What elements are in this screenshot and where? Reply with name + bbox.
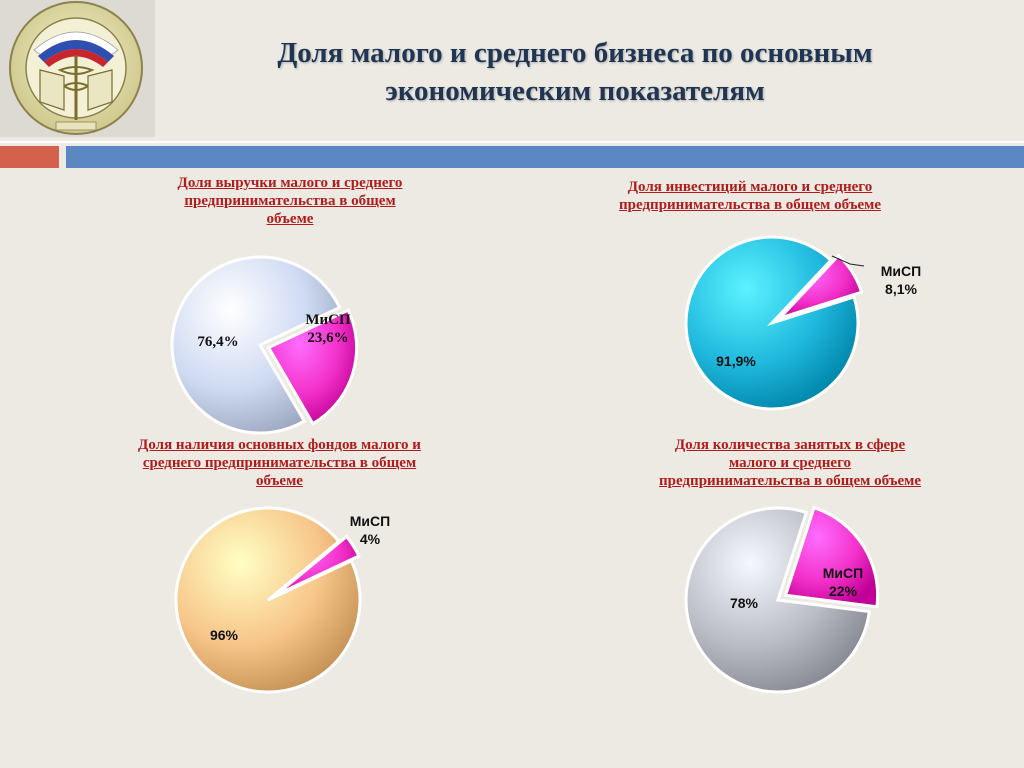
pie-chart-investment xyxy=(684,235,865,411)
pie-label-investment-rest: 91,9% xyxy=(716,353,756,369)
chart-title-employment-line3: предпринимательства в общем объеме xyxy=(659,473,921,489)
pie-label-investment-misp-name: МиСП xyxy=(880,263,922,279)
chart-title-assets-line2: среднего предпринимательства в общем xyxy=(142,455,417,471)
chart-title-investment-line1: Доля инвестиций малого и среднего xyxy=(627,179,873,195)
chart-title-employment: Доля количества занятых в сфере малого и… xyxy=(600,436,980,490)
chart-title-revenue-line1: Доля выручки малого и среднего xyxy=(177,175,403,191)
pie-label-revenue-misp: МиСП 23,6% xyxy=(268,311,388,347)
pie-slice-employment-misp xyxy=(783,505,880,609)
page-title-line2: экономическим показателям xyxy=(385,75,765,107)
pie-label-assets-misp: МиСП 4% xyxy=(340,512,400,548)
pie-label-employment-misp-name: МиСП xyxy=(822,565,864,581)
pie-chart-revenue xyxy=(170,255,359,435)
pie-label-assets-misp-name: МиСП xyxy=(349,513,391,529)
pie-label-revenue-rest: 76,4% xyxy=(197,334,239,350)
pie-label-assets-rest: 96% xyxy=(209,627,239,643)
pie-label-revenue-misp-name: МиСП xyxy=(305,312,351,328)
chart-title-assets-line3: объеме xyxy=(256,473,303,489)
leader-line-investment xyxy=(831,255,865,267)
chart-title-revenue-line3: объеме xyxy=(266,211,314,227)
chart-title-investment: Доля инвестиций малого и среднего предпр… xyxy=(560,178,940,214)
accent-bar-blue xyxy=(66,146,1024,168)
chart-title-assets-line1: Доля наличия основных фондов малого и xyxy=(138,437,421,453)
header-divider xyxy=(0,141,1024,143)
pie-label-investment-misp-value: 8,1% xyxy=(885,281,917,297)
pie-label-employment-misp-value: 22% xyxy=(828,583,858,599)
pie-chart-employment xyxy=(684,505,880,694)
pie-slice-revenue-rest xyxy=(170,255,342,435)
pie-label-investment-misp: МиСП 8,1% xyxy=(866,262,936,298)
pie-slice-assets-misp xyxy=(274,534,361,597)
pie-slice-employment-rest xyxy=(684,506,871,694)
chart-title-revenue: Доля выручки малого и среднего предприни… xyxy=(100,174,480,228)
accent-bar-red xyxy=(0,146,59,168)
page-title-line1: Доля малого и среднего бизнеса по основн… xyxy=(277,37,873,69)
pie-label-employment-misp: МиСП 22% xyxy=(805,564,881,600)
pie-label-employment-rest: 78% xyxy=(729,595,759,611)
chart-title-revenue-line2: предпринимательства в общем xyxy=(184,193,396,209)
emblem-logo xyxy=(0,0,155,137)
page-title: Доля малого и среднего бизнеса по основн… xyxy=(190,34,960,110)
chart-title-employment-line1: Доля количества занятых в сфере xyxy=(674,437,906,453)
chart-title-employment-line2: малого и среднего xyxy=(728,455,852,471)
pie-slice-investment-misp xyxy=(774,253,864,322)
chart-title-assets: Доля наличия основных фондов малого и ср… xyxy=(72,436,487,490)
pie-label-assets-misp-value: 4% xyxy=(359,531,381,547)
pie-chart-assets xyxy=(174,506,362,694)
pie-slice-assets-rest xyxy=(174,506,362,694)
chart-title-investment-line2: предпринимательства в общем объеме xyxy=(619,197,881,213)
pie-label-revenue-misp-value: 23,6% xyxy=(307,330,349,346)
pie-slice-investment-rest xyxy=(684,235,860,411)
pie-slice-revenue-misp xyxy=(266,308,359,426)
